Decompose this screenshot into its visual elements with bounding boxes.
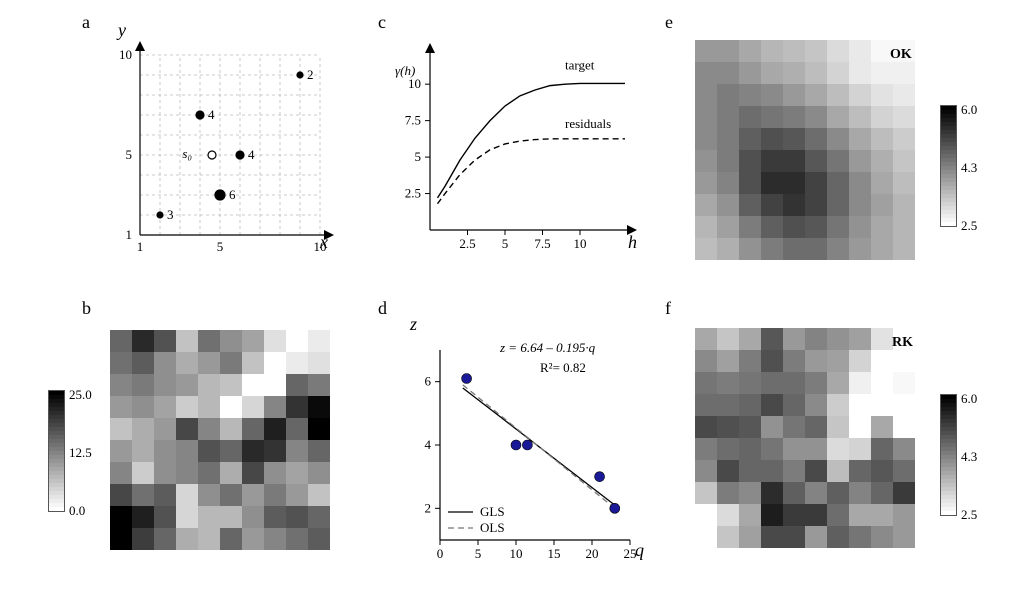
panel-b-heatmap — [110, 330, 330, 550]
panel-e-heatmap — [695, 40, 915, 260]
svg-text:5: 5 — [217, 239, 224, 254]
svg-text:10: 10 — [119, 47, 132, 62]
svg-text:10: 10 — [574, 236, 587, 251]
panel-c-xlabel: h — [628, 232, 637, 253]
panel-label-d: d — [378, 298, 387, 319]
svg-text:0: 0 — [437, 546, 444, 561]
panel-f-heatmap — [695, 328, 915, 548]
svg-text:2.5: 2.5 — [459, 236, 475, 251]
svg-text:10: 10 — [408, 76, 421, 91]
panel-a: 1510151024s₀463 — [110, 30, 340, 270]
svg-text:7.5: 7.5 — [405, 113, 421, 128]
svg-text:target: target — [565, 58, 595, 73]
panel-label-a: a — [82, 12, 90, 33]
panel-f-colorbar: 6.04.32.5 — [940, 394, 957, 516]
figure: a b c d e f 1510151024s₀463 y x 25.012.5… — [0, 0, 1024, 598]
svg-text:GLS: GLS — [480, 504, 505, 519]
svg-text:OLS: OLS — [480, 520, 505, 535]
panel-d-r2: R²= 0.82 — [540, 360, 586, 376]
panel-label-f: f — [665, 298, 671, 319]
panel-d-xlabel: q — [635, 540, 644, 561]
svg-text:6: 6 — [425, 374, 432, 389]
svg-text:5: 5 — [475, 546, 482, 561]
svg-text:2.5: 2.5 — [405, 186, 421, 201]
panel-e-title: OK — [890, 47, 912, 63]
svg-text:5: 5 — [415, 149, 422, 164]
panel-d-ylabel: z — [410, 314, 417, 335]
svg-text:10: 10 — [510, 546, 523, 561]
panel-d-equation: z = 6.64 – 0.195·q — [500, 340, 595, 356]
panel-a-xlabel: x — [320, 232, 328, 253]
svg-text:γ(h): γ(h) — [395, 63, 415, 78]
panel-label-b: b — [82, 298, 91, 319]
panel-label-e: e — [665, 12, 673, 33]
svg-text:15: 15 — [548, 546, 561, 561]
svg-text:7.5: 7.5 — [534, 236, 550, 251]
svg-text:1: 1 — [126, 227, 133, 242]
svg-text:s₀: s₀ — [182, 146, 192, 161]
svg-text:1: 1 — [137, 239, 144, 254]
panel-c: 2.557.5102.557.510γ(h)targetresiduals — [390, 30, 640, 260]
panel-d: 0510152025246GLSOLS — [390, 320, 650, 570]
panel-a-ylabel: y — [118, 20, 126, 41]
svg-text:5: 5 — [502, 236, 509, 251]
svg-text:residuals: residuals — [565, 116, 611, 131]
panel-label-c: c — [378, 12, 386, 33]
panel-b-colorbar: 25.012.50.0 — [48, 390, 65, 512]
svg-text:4: 4 — [248, 147, 255, 162]
svg-text:5: 5 — [126, 147, 133, 162]
svg-text:4: 4 — [208, 107, 215, 122]
svg-text:20: 20 — [586, 546, 599, 561]
svg-text:2: 2 — [307, 67, 314, 82]
panel-f-title: RK — [892, 335, 913, 351]
svg-text:4: 4 — [425, 437, 432, 452]
svg-text:6: 6 — [229, 187, 236, 202]
svg-text:3: 3 — [167, 207, 174, 222]
svg-text:2: 2 — [425, 500, 432, 515]
panel-e-colorbar: 6.04.32.5 — [940, 105, 957, 227]
